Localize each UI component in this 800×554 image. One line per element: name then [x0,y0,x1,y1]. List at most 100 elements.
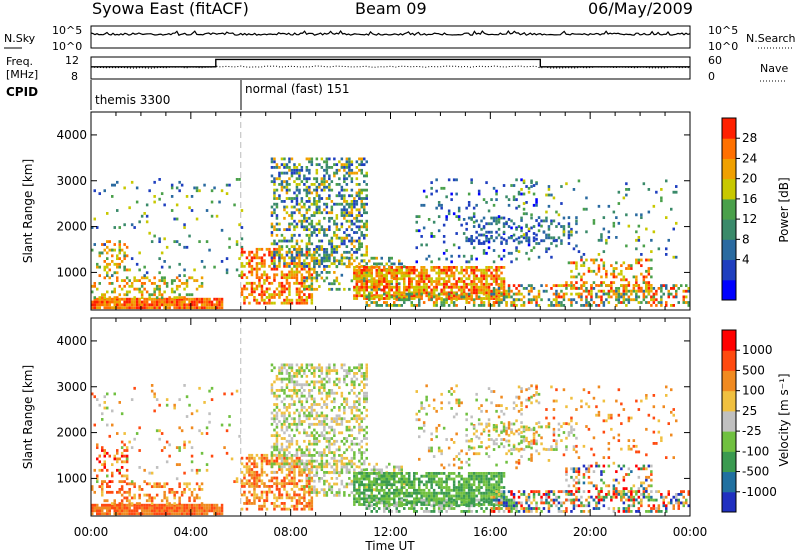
heatmap-cell [208,389,211,393]
heatmap-cell [323,389,326,392]
heatmap-cell [300,264,304,268]
heatmap-cell [318,366,321,370]
heatmap-cell [462,292,466,296]
heatmap-cell [205,300,209,304]
heatmap-cell [120,451,124,455]
heatmap-cell [532,236,536,240]
heatmap-cell [318,491,321,494]
heatmap-cell [355,280,359,283]
heatmap-cell [360,259,363,263]
heatmap-cell [422,291,426,295]
heatmap-cell [645,269,648,273]
heatmap-cell [487,304,491,307]
heatmap-cell [300,496,304,500]
heatmap-cell [650,250,653,254]
heatmap-cell [288,465,291,469]
heatmap-cell [158,482,161,486]
heatmap-cell [153,509,156,513]
heatmap-cell [298,493,301,497]
heatmap-cell [168,296,171,300]
heatmap-cell [345,403,349,406]
heatmap-cell [138,466,141,469]
heatmap-cell [210,300,214,304]
heatmap-cell [330,245,334,249]
heatmap-cell [190,506,194,510]
heatmap-cell [143,493,146,497]
heatmap-cell [398,266,401,269]
heatmap-cell [295,451,299,455]
heatmap-cell [345,485,349,489]
freq-tick-low: 8 [71,70,78,83]
heatmap-cell [283,239,286,243]
heatmap-cell [675,185,678,188]
heatmap-cell [305,479,309,483]
heatmap-cell [280,411,284,415]
power-y-axis-label: Slant Range [km] [21,159,35,263]
heatmap-cell [120,466,124,469]
heatmap-cell [283,456,286,460]
heatmap-cell [295,383,299,387]
heatmap-cell [442,298,446,302]
heatmap-cell [330,437,334,440]
heatmap-cell [507,203,511,207]
heatmap-cell [442,268,446,272]
heatmap-cell [475,282,478,286]
heatmap-cell [447,280,451,283]
heatmap-cell [422,271,426,275]
heatmap-cell [515,198,518,202]
heatmap-cell [363,202,366,206]
heatmap-cell [430,232,433,235]
heatmap-cell [168,490,171,494]
heatmap-cell [640,264,643,268]
heatmap-cell [205,509,209,513]
heatmap-cell [270,250,274,254]
heatmap-cell [153,395,156,399]
heatmap-cell [580,275,583,279]
heatmap-cell [298,499,301,503]
heatmap-cell [245,479,249,483]
heatmap-cell [278,194,281,198]
heatmap-cell [665,216,668,220]
heatmap-cell [125,482,129,486]
heatmap-cell [365,248,368,251]
heatmap-cell [258,284,261,288]
heatmap-cell [477,288,481,292]
heatmap-cell [240,470,244,474]
heatmap-cell [293,490,296,494]
heatmap-cell [587,304,591,307]
heatmap-cell [265,453,269,457]
heatmap-cell [393,304,396,307]
heatmap-cell [415,229,418,233]
heatmap-cell [101,468,104,472]
heatmap-cell [165,300,169,304]
heatmap-cell [452,304,456,307]
heatmap-cell [288,377,291,381]
heatmap-cell [255,482,259,486]
heatmap-cell [398,277,401,281]
heatmap-cell [113,509,116,513]
heatmap-cell [283,208,286,212]
heatmap-cell [290,403,294,406]
heatmap-cell [305,287,309,291]
heatmap-cell [288,470,291,474]
heatmap-cell [310,434,314,438]
heatmap-cell [592,301,596,304]
heatmap-cell [370,301,373,304]
heatmap-cell [303,493,306,497]
heatmap-cell [106,512,109,516]
heatmap-cell [350,479,354,483]
heatmap-cell [318,462,321,466]
heatmap-cell [183,268,186,272]
heatmap-cell [218,512,221,516]
heatmap-cell [298,422,301,426]
heatmap-cell [280,233,284,237]
heatmap-cell [330,236,334,240]
heatmap-cell [420,274,423,278]
heatmap-cell [345,482,349,486]
heatmap-cell [437,203,441,207]
heatmap-cell [502,216,506,220]
heatmap-cell [258,256,261,260]
heatmap-cell [537,289,541,293]
heatmap-cell [435,294,438,298]
heatmap-cell [550,222,553,226]
